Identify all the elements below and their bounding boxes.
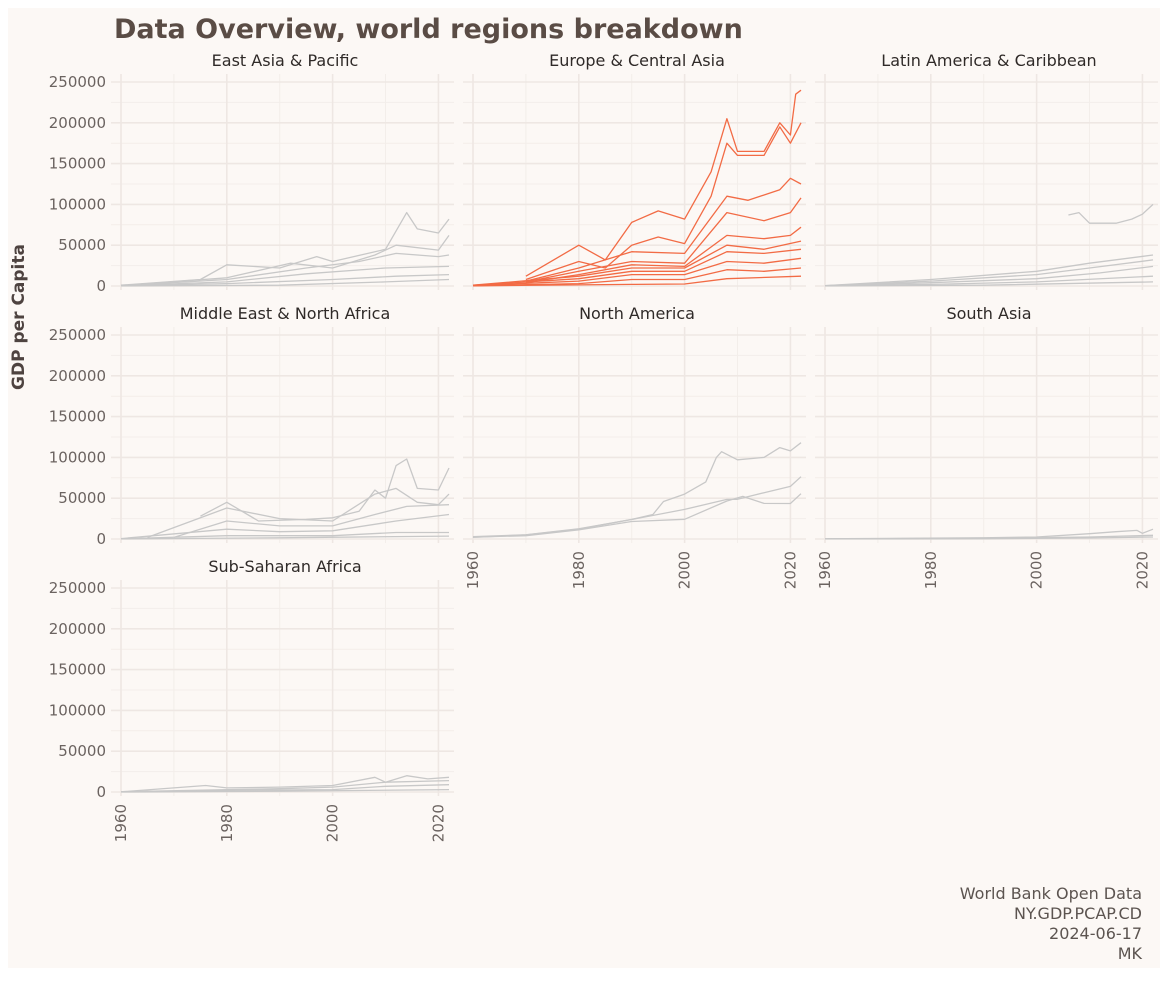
caption-author: MK bbox=[1117, 944, 1142, 963]
series-line-europe-and-central-asia-8 bbox=[472, 257, 802, 287]
y-tick-label: 150000 bbox=[49, 408, 106, 426]
series-line-europe-and-central-asia-4 bbox=[525, 197, 802, 283]
series-line-middle-east-and-north-africa-4 bbox=[120, 513, 450, 540]
y-tick-label: 150000 bbox=[49, 661, 106, 679]
series-line-latin-america-and-caribbean-4 bbox=[824, 265, 1154, 287]
series-line-north-america-3 bbox=[472, 493, 802, 538]
y-tick-label: 200000 bbox=[49, 620, 106, 638]
x-tick-label: 1960 bbox=[112, 804, 130, 842]
series-line-east-asia-and-pacific-2 bbox=[120, 235, 450, 287]
x-tick-label: 2000 bbox=[324, 804, 342, 842]
series-line-europe-and-central-asia-1 bbox=[525, 89, 802, 277]
panel-title-east-asia-and-pacific: East Asia & Pacific bbox=[212, 51, 359, 70]
series-line-middle-east-and-north-africa-6 bbox=[120, 535, 450, 540]
series-line-europe-and-central-asia-2 bbox=[525, 122, 802, 281]
series-line-middle-east-and-north-africa-1 bbox=[200, 458, 450, 522]
series-line-east-asia-and-pacific-4 bbox=[120, 265, 450, 287]
y-tick-label: 100000 bbox=[49, 701, 106, 719]
series-line-europe-and-central-asia-3 bbox=[525, 177, 802, 282]
panel-title-middle-east-and-north-africa: Middle East & North Africa bbox=[180, 304, 391, 323]
series-line-latin-america-and-caribbean-6 bbox=[824, 281, 1154, 287]
x-tick-label: 1980 bbox=[922, 551, 940, 589]
panel-title-north-america: North America bbox=[579, 304, 695, 323]
caption-indicator: NY.GDP.PCAP.CD bbox=[1013, 904, 1142, 923]
series-line-east-asia-and-pacific-1 bbox=[120, 211, 450, 286]
y-tick-label: 200000 bbox=[49, 367, 106, 385]
series-line-sub-saharan-africa-2 bbox=[120, 779, 450, 793]
y-axis-title: GDP per Capita bbox=[9, 244, 29, 390]
series-line-europe-and-central-asia-7 bbox=[472, 248, 802, 286]
series-line-middle-east-and-north-africa-3 bbox=[173, 504, 450, 539]
series-line-east-asia-and-pacific-6 bbox=[120, 278, 450, 287]
x-tick-label: 2020 bbox=[429, 804, 447, 842]
x-tick-label: 2020 bbox=[1133, 551, 1151, 589]
x-tick-label: 1980 bbox=[218, 804, 236, 842]
series-line-sub-saharan-africa-1 bbox=[120, 775, 450, 793]
series-line-europe-and-central-asia-9 bbox=[472, 267, 802, 287]
series-line-south-asia-3 bbox=[824, 536, 1154, 540]
y-tick-label: 50000 bbox=[58, 742, 106, 760]
caption-date: 2024-06-17 bbox=[1049, 924, 1142, 943]
series-line-latin-america-and-caribbean-3 bbox=[824, 259, 1154, 287]
chart-panel: Data Overview, world regions breakdown E… bbox=[8, 8, 1160, 968]
panel-title-south-asia: South Asia bbox=[946, 304, 1031, 323]
series-line-sub-saharan-africa-4 bbox=[120, 788, 450, 793]
series-line-sub-saharan-africa-3 bbox=[120, 784, 450, 793]
y-tick-label: 250000 bbox=[49, 579, 106, 597]
series-line-east-asia-and-pacific-3 bbox=[120, 252, 450, 287]
panel-title-europe-and-central-asia: Europe & Central Asia bbox=[549, 51, 725, 70]
x-tick-label: 2000 bbox=[676, 551, 694, 589]
caption: World Bank Open Data NY.GDP.PCAP.CD 2024… bbox=[960, 884, 1142, 964]
series-line-middle-east-and-north-africa-2 bbox=[147, 487, 450, 539]
series-line-europe-and-central-asia-10 bbox=[472, 275, 802, 287]
series-line-east-asia-and-pacific-5 bbox=[120, 273, 450, 287]
y-tick-label: 250000 bbox=[49, 73, 106, 91]
y-tick-label: 50000 bbox=[58, 236, 106, 254]
panel-title-sub-saharan-africa: Sub-Saharan Africa bbox=[208, 557, 361, 576]
caption-source: World Bank Open Data bbox=[959, 884, 1142, 903]
y-tick-label: 100000 bbox=[49, 195, 106, 213]
x-tick-label: 1960 bbox=[464, 551, 482, 589]
x-tick-label: 2020 bbox=[781, 551, 799, 589]
y-tick-label: 0 bbox=[96, 783, 106, 801]
series-line-latin-america-and-caribbean-2 bbox=[824, 254, 1154, 287]
series-line-latin-america-and-caribbean-1 bbox=[1068, 203, 1154, 224]
panel-title-latin-america-and-caribbean: Latin America & Caribbean bbox=[881, 51, 1096, 70]
x-tick-label: 1980 bbox=[570, 551, 588, 589]
x-tick-label: 2000 bbox=[1028, 551, 1046, 589]
y-tick-label: 150000 bbox=[49, 155, 106, 173]
series-line-middle-east-and-north-africa-5 bbox=[120, 531, 449, 540]
y-tick-label: 50000 bbox=[58, 489, 106, 507]
series-line-north-america-2 bbox=[472, 476, 802, 538]
chart-title: Data Overview, world regions breakdown bbox=[114, 14, 743, 45]
y-tick-label: 200000 bbox=[49, 114, 106, 132]
y-tick-label: 0 bbox=[96, 530, 106, 548]
y-tick-label: 250000 bbox=[49, 326, 106, 344]
series-line-europe-and-central-asia-6 bbox=[472, 240, 802, 286]
series-line-europe-and-central-asia-5 bbox=[525, 226, 802, 284]
y-tick-label: 100000 bbox=[49, 448, 106, 466]
x-tick-label: 1960 bbox=[816, 551, 834, 589]
faceted-line-chart: East Asia & Pacific 0 50000 100000 150000 200… bbox=[9, 51, 1158, 842]
y-tick-label: 0 bbox=[96, 277, 106, 295]
